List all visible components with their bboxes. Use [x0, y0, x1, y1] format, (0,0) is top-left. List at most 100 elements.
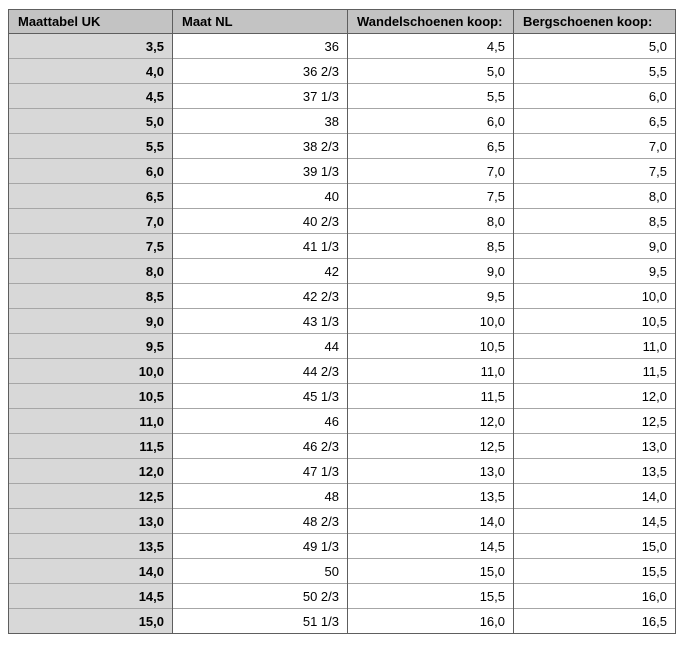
cell-wandelschoenen-size: 15,0: [347, 558, 514, 584]
cell-uk-size: 11,0: [8, 408, 173, 434]
cell-nl-size: 42 2/3: [172, 283, 348, 309]
cell-bergschoenen-size: 13,0: [513, 433, 676, 459]
table-row: 9,0 43 1/3 10,0 10,5: [8, 308, 676, 334]
cell-bergschoenen-size: 15,0: [513, 533, 676, 559]
cell-nl-size: 51 1/3: [172, 608, 348, 634]
table-row: 6,5 40 7,5 8,0: [8, 183, 676, 209]
cell-nl-size: 38: [172, 108, 348, 134]
cell-uk-size: 6,0: [8, 158, 173, 184]
cell-nl-size: 40: [172, 183, 348, 209]
cell-uk-size: 11,5: [8, 433, 173, 459]
cell-bergschoenen-size: 12,5: [513, 408, 676, 434]
cell-wandelschoenen-size: 6,0: [347, 108, 514, 134]
cell-nl-size: 39 1/3: [172, 158, 348, 184]
table-row: 8,5 42 2/3 9,5 10,0: [8, 283, 676, 309]
cell-nl-size: 49 1/3: [172, 533, 348, 559]
table-row: 10,0 44 2/3 11,0 11,5: [8, 358, 676, 384]
cell-wandelschoenen-size: 15,5: [347, 583, 514, 609]
cell-bergschoenen-size: 14,5: [513, 508, 676, 534]
table-row: 15,0 51 1/3 16,0 16,5: [8, 608, 676, 634]
cell-wandelschoenen-size: 8,5: [347, 233, 514, 259]
cell-nl-size: 50: [172, 558, 348, 584]
cell-bergschoenen-size: 6,0: [513, 83, 676, 109]
table-row: 5,5 38 2/3 6,5 7,0: [8, 133, 676, 159]
cell-wandelschoenen-size: 16,0: [347, 608, 514, 634]
cell-uk-size: 6,5: [8, 183, 173, 209]
table-row: 4,0 36 2/3 5,0 5,5: [8, 58, 676, 84]
table-row: 11,5 46 2/3 12,5 13,0: [8, 433, 676, 459]
cell-bergschoenen-size: 5,0: [513, 33, 676, 59]
cell-bergschoenen-size: 8,0: [513, 183, 676, 209]
cell-wandelschoenen-size: 13,0: [347, 458, 514, 484]
cell-bergschoenen-size: 15,5: [513, 558, 676, 584]
cell-nl-size: 46 2/3: [172, 433, 348, 459]
cell-wandelschoenen-size: 4,5: [347, 33, 514, 59]
cell-wandelschoenen-size: 7,0: [347, 158, 514, 184]
cell-nl-size: 37 1/3: [172, 83, 348, 109]
cell-bergschoenen-size: 7,0: [513, 133, 676, 159]
cell-wandelschoenen-size: 7,5: [347, 183, 514, 209]
cell-nl-size: 36: [172, 33, 348, 59]
table-row: 8,0 42 9,0 9,5: [8, 258, 676, 284]
column-header-maat-nl: Maat NL: [172, 9, 348, 34]
cell-wandelschoenen-size: 5,0: [347, 58, 514, 84]
table-body: 3,5 36 4,5 5,0 4,0 36 2/3 5,0 5,5 4,5 37…: [8, 33, 676, 634]
column-header-maattabel-uk: Maattabel UK: [8, 9, 173, 34]
cell-nl-size: 50 2/3: [172, 583, 348, 609]
cell-wandelschoenen-size: 5,5: [347, 83, 514, 109]
cell-bergschoenen-size: 12,0: [513, 383, 676, 409]
cell-nl-size: 48 2/3: [172, 508, 348, 534]
cell-bergschoenen-size: 9,0: [513, 233, 676, 259]
cell-wandelschoenen-size: 14,0: [347, 508, 514, 534]
cell-bergschoenen-size: 10,0: [513, 283, 676, 309]
cell-wandelschoenen-size: 10,5: [347, 333, 514, 359]
cell-wandelschoenen-size: 11,0: [347, 358, 514, 384]
cell-nl-size: 46: [172, 408, 348, 434]
cell-bergschoenen-size: 11,0: [513, 333, 676, 359]
cell-nl-size: 45 1/3: [172, 383, 348, 409]
cell-uk-size: 9,0: [8, 308, 173, 334]
cell-uk-size: 4,0: [8, 58, 173, 84]
cell-nl-size: 40 2/3: [172, 208, 348, 234]
cell-bergschoenen-size: 16,0: [513, 583, 676, 609]
cell-bergschoenen-size: 14,0: [513, 483, 676, 509]
cell-bergschoenen-size: 6,5: [513, 108, 676, 134]
table-row: 6,0 39 1/3 7,0 7,5: [8, 158, 676, 184]
table-row: 11,0 46 12,0 12,5: [8, 408, 676, 434]
cell-nl-size: 48: [172, 483, 348, 509]
table-row: 9,5 44 10,5 11,0: [8, 333, 676, 359]
cell-uk-size: 8,0: [8, 258, 173, 284]
cell-uk-size: 12,5: [8, 483, 173, 509]
cell-uk-size: 14,0: [8, 558, 173, 584]
table-row: 4,5 37 1/3 5,5 6,0: [8, 83, 676, 109]
table-row: 14,0 50 15,0 15,5: [8, 558, 676, 584]
cell-uk-size: 13,5: [8, 533, 173, 559]
cell-bergschoenen-size: 8,5: [513, 208, 676, 234]
cell-uk-size: 5,0: [8, 108, 173, 134]
column-header-bergschoenen-koop: Bergschoenen koop:: [513, 9, 676, 34]
cell-wandelschoenen-size: 9,5: [347, 283, 514, 309]
table-row: 12,5 48 13,5 14,0: [8, 483, 676, 509]
cell-uk-size: 14,5: [8, 583, 173, 609]
table-row: 12,0 47 1/3 13,0 13,5: [8, 458, 676, 484]
cell-uk-size: 9,5: [8, 333, 173, 359]
cell-nl-size: 43 1/3: [172, 308, 348, 334]
cell-uk-size: 8,5: [8, 283, 173, 309]
column-header-wandelschoenen-koop: Wandelschoenen koop:: [347, 9, 514, 34]
cell-uk-size: 5,5: [8, 133, 173, 159]
cell-wandelschoenen-size: 10,0: [347, 308, 514, 334]
shoe-size-conversion-table: Maattabel UK Maat NL Wandelschoenen koop…: [8, 9, 676, 634]
cell-wandelschoenen-size: 13,5: [347, 483, 514, 509]
cell-uk-size: 12,0: [8, 458, 173, 484]
cell-uk-size: 7,0: [8, 208, 173, 234]
header-row: Maattabel UK Maat NL Wandelschoenen koop…: [8, 9, 676, 34]
cell-uk-size: 4,5: [8, 83, 173, 109]
cell-nl-size: 38 2/3: [172, 133, 348, 159]
table-row: 3,5 36 4,5 5,0: [8, 33, 676, 59]
table-row: 14,5 50 2/3 15,5 16,0: [8, 583, 676, 609]
cell-uk-size: 13,0: [8, 508, 173, 534]
cell-wandelschoenen-size: 11,5: [347, 383, 514, 409]
cell-nl-size: 41 1/3: [172, 233, 348, 259]
cell-wandelschoenen-size: 9,0: [347, 258, 514, 284]
table-row: 10,5 45 1/3 11,5 12,0: [8, 383, 676, 409]
